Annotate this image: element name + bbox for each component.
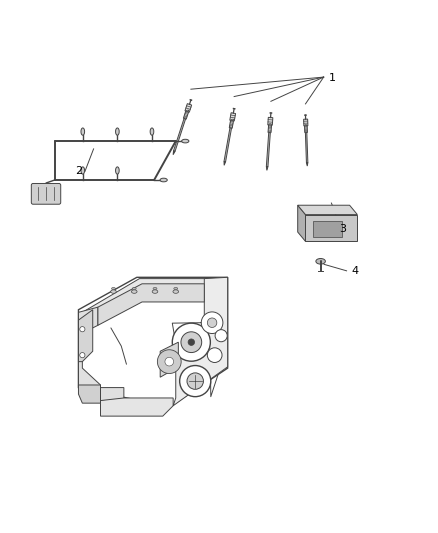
Ellipse shape [111, 290, 117, 293]
Polygon shape [305, 133, 308, 163]
Polygon shape [268, 125, 272, 133]
Ellipse shape [150, 128, 154, 135]
Polygon shape [266, 166, 268, 171]
Ellipse shape [80, 352, 85, 358]
Polygon shape [78, 310, 93, 361]
Ellipse shape [304, 125, 307, 126]
Polygon shape [268, 117, 273, 125]
FancyBboxPatch shape [32, 183, 61, 204]
Polygon shape [298, 205, 305, 241]
Ellipse shape [187, 373, 203, 389]
Polygon shape [304, 126, 307, 133]
Ellipse shape [174, 287, 178, 289]
Polygon shape [173, 151, 175, 155]
Ellipse shape [173, 290, 179, 293]
Ellipse shape [160, 178, 167, 182]
Text: 2: 2 [75, 166, 82, 176]
Ellipse shape [116, 128, 119, 135]
Polygon shape [266, 133, 270, 167]
Ellipse shape [81, 167, 85, 174]
Text: 4: 4 [352, 266, 359, 276]
Polygon shape [224, 161, 226, 165]
Ellipse shape [80, 327, 85, 332]
Polygon shape [230, 113, 236, 121]
FancyBboxPatch shape [305, 215, 357, 241]
Polygon shape [173, 277, 228, 406]
Ellipse shape [268, 124, 272, 125]
Polygon shape [82, 279, 225, 333]
Ellipse shape [316, 259, 325, 264]
Polygon shape [160, 342, 178, 377]
Ellipse shape [215, 329, 227, 342]
Ellipse shape [165, 357, 173, 366]
Ellipse shape [131, 290, 137, 293]
Ellipse shape [231, 119, 233, 120]
Ellipse shape [116, 167, 119, 174]
Ellipse shape [182, 139, 189, 143]
Ellipse shape [186, 110, 189, 111]
Polygon shape [78, 307, 124, 401]
Polygon shape [304, 119, 308, 126]
Polygon shape [100, 398, 173, 416]
Polygon shape [307, 163, 308, 166]
Ellipse shape [112, 287, 116, 289]
Polygon shape [173, 118, 186, 151]
Polygon shape [98, 284, 204, 325]
Ellipse shape [188, 339, 194, 345]
Polygon shape [78, 277, 228, 407]
Ellipse shape [207, 348, 222, 362]
Ellipse shape [172, 323, 210, 361]
Ellipse shape [207, 318, 217, 327]
Ellipse shape [81, 128, 85, 135]
Ellipse shape [152, 290, 158, 293]
FancyBboxPatch shape [313, 221, 342, 237]
Ellipse shape [201, 312, 223, 334]
Ellipse shape [153, 287, 157, 289]
Polygon shape [224, 128, 232, 161]
Polygon shape [185, 103, 192, 112]
Polygon shape [298, 205, 357, 215]
Polygon shape [184, 111, 188, 119]
Ellipse shape [180, 366, 211, 397]
Ellipse shape [132, 287, 136, 289]
Ellipse shape [157, 350, 181, 374]
Polygon shape [78, 385, 100, 403]
Text: 3: 3 [339, 224, 346, 234]
Ellipse shape [181, 332, 202, 352]
Polygon shape [229, 120, 233, 128]
Text: 1: 1 [329, 74, 336, 83]
